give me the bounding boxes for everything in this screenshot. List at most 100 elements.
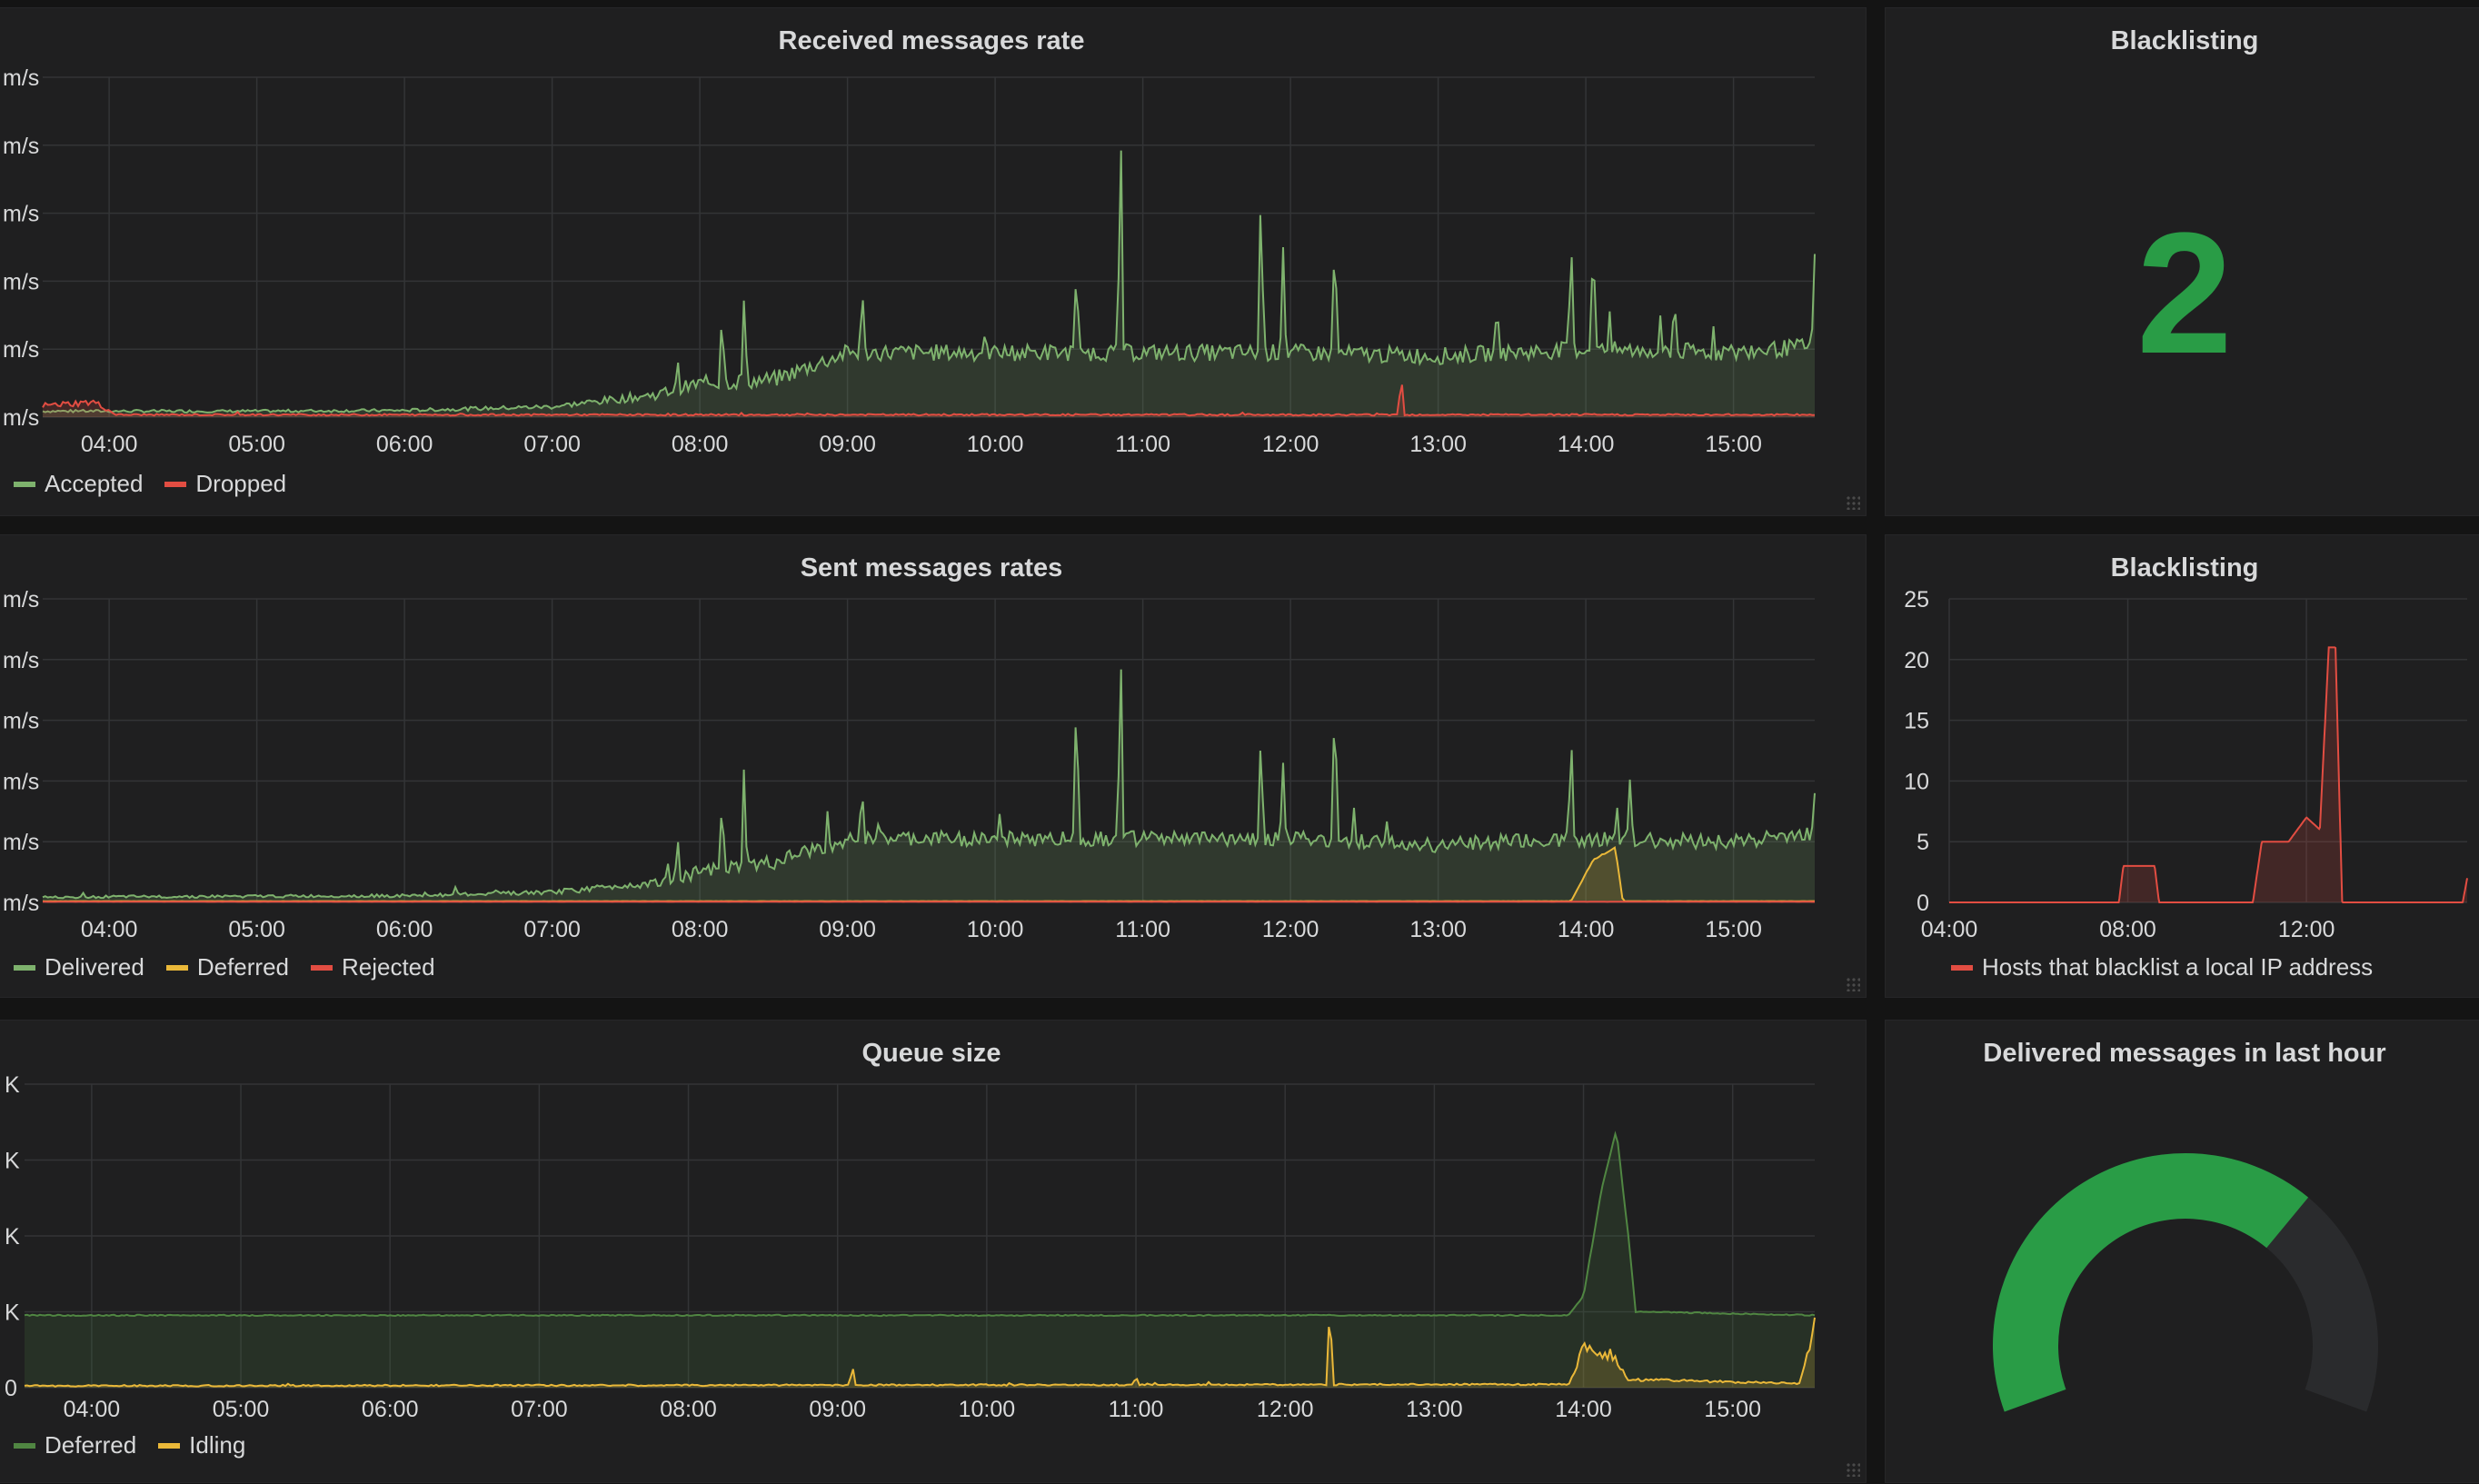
x-tick-label: 06:00	[376, 917, 433, 942]
legend-label: Hosts that blacklist a local IP address	[1982, 953, 2373, 981]
x-tick-label: 09:00	[819, 917, 876, 942]
series-area	[43, 670, 1815, 902]
x-tick-label: 05:00	[213, 1397, 270, 1422]
x-tick-label: 12:00	[1262, 917, 1319, 942]
x-tick-label: 04:00	[1921, 917, 1978, 942]
x-tick-label: 11:00	[1109, 1397, 1164, 1422]
legend-swatch	[14, 1443, 35, 1449]
y-tick-label: m/s	[3, 830, 39, 855]
x-tick-label: 14:00	[1558, 917, 1615, 942]
y-tick-label: K	[5, 1300, 20, 1326]
legend-label: Accepted	[45, 470, 143, 498]
legend-item[interactable]: Idling	[158, 1431, 245, 1459]
x-tick-label: 04:00	[81, 917, 138, 942]
x-tick-label: 13:00	[1409, 917, 1467, 942]
y-tick-label: m/s	[3, 891, 39, 916]
y-tick-label: m/s	[3, 709, 39, 734]
legend: Delivered Deferred Rejected	[14, 953, 435, 981]
legend-swatch	[311, 965, 333, 971]
y-tick-label: 20	[1904, 648, 1929, 673]
y-tick-label: m/s	[3, 587, 39, 613]
y-tick-label: K	[5, 1072, 20, 1098]
x-tick-label: 09:00	[809, 1397, 866, 1422]
x-tick-label: 10:00	[967, 917, 1024, 942]
x-tick-label: 06:00	[362, 1397, 419, 1422]
series-area	[1949, 647, 2467, 902]
x-tick-label: 15:00	[1705, 917, 1762, 942]
x-tick-label: 08:00	[660, 1397, 717, 1422]
x-tick-label: 15:00	[1704, 1397, 1761, 1422]
y-tick-label: 0	[1916, 891, 1929, 916]
y-tick-label: m/s	[3, 405, 39, 431]
x-tick-label: 09:00	[819, 432, 876, 457]
legend-swatch	[1951, 965, 1973, 971]
delivered-gauge-panel: Delivered messages in last hour	[1885, 1020, 2479, 1483]
legend-label: Delivered	[45, 953, 144, 981]
y-tick-label: K	[5, 1149, 20, 1174]
series-line[interactable]	[1949, 647, 2467, 902]
y-tick-label: m/s	[3, 134, 39, 159]
legend-item[interactable]: Delivered	[14, 953, 144, 981]
legend: Deferred Idling	[14, 1431, 245, 1459]
legend-label: Deferred	[197, 953, 289, 981]
legend-swatch	[164, 482, 186, 487]
legend-swatch	[14, 482, 35, 487]
legend: Accepted Dropped	[14, 470, 286, 498]
x-tick-label: 11:00	[1115, 917, 1170, 942]
legend-item[interactable]: Accepted	[14, 470, 143, 498]
y-tick-label: 15	[1904, 709, 1929, 734]
series-area	[43, 151, 1815, 417]
x-tick-label: 12:00	[2278, 917, 2335, 942]
x-tick-label: 08:00	[672, 432, 729, 457]
y-tick-label: 5	[1916, 830, 1929, 855]
x-tick-label: 05:00	[228, 917, 285, 942]
gauge-chart	[1886, 1021, 2479, 1484]
legend-label: Deferred	[45, 1431, 136, 1459]
legend-label: Idling	[189, 1431, 245, 1459]
legend-item[interactable]: Rejected	[311, 953, 435, 981]
legend-label: Dropped	[195, 470, 286, 498]
x-tick-label: 13:00	[1409, 432, 1467, 457]
series-line[interactable]	[25, 1134, 1815, 1316]
x-tick-label: 04:00	[64, 1397, 121, 1422]
series-area	[25, 1134, 1815, 1388]
x-tick-label: 07:00	[523, 917, 581, 942]
panel-title[interactable]: Blacklisting	[1886, 26, 2479, 56]
legend-item[interactable]: Deferred	[14, 1431, 136, 1459]
y-tick-label: 0	[5, 1376, 17, 1401]
x-tick-label: 12:00	[1257, 1397, 1314, 1422]
legend-label: Rejected	[342, 953, 435, 981]
y-tick-label: m/s	[3, 65, 39, 91]
resize-handle[interactable]	[1846, 977, 1860, 991]
x-tick-label: 08:00	[672, 917, 729, 942]
blacklisting-stat-panel: Blacklisting 2	[1885, 7, 2479, 516]
legend-swatch	[158, 1443, 180, 1449]
legend-swatch	[14, 965, 35, 971]
x-tick-label: 04:00	[81, 432, 138, 457]
y-tick-label: K	[5, 1224, 20, 1250]
x-tick-label: 15:00	[1705, 432, 1762, 457]
y-tick-label: m/s	[3, 202, 39, 227]
legend: Hosts that blacklist a local IP address	[1951, 953, 2373, 981]
x-tick-label: 10:00	[959, 1397, 1016, 1422]
resize-handle[interactable]	[1846, 495, 1860, 510]
y-tick-label: m/s	[3, 269, 39, 294]
x-tick-label: 11:00	[1115, 432, 1170, 457]
y-tick-label: m/s	[3, 337, 39, 363]
x-tick-label: 07:00	[511, 1397, 568, 1422]
legend-item[interactable]: Dropped	[164, 470, 286, 498]
resize-handle[interactable]	[1846, 1462, 1860, 1477]
stat-value: 2	[1886, 194, 2479, 393]
legend-item[interactable]: Hosts that blacklist a local IP address	[1951, 953, 2373, 981]
x-tick-label: 14:00	[1558, 432, 1615, 457]
legend-item[interactable]: Deferred	[166, 953, 289, 981]
x-tick-label: 08:00	[2099, 917, 2156, 942]
y-tick-label: m/s	[3, 769, 39, 794]
